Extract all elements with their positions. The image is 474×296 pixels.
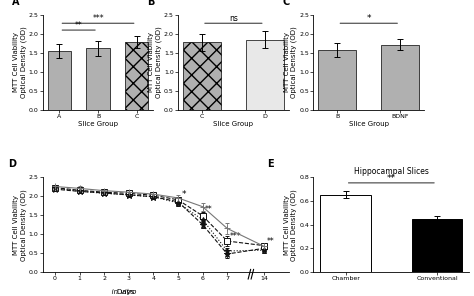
Bar xyxy=(125,42,148,110)
Bar xyxy=(48,51,71,110)
Text: in vitro: in vitro xyxy=(94,289,136,295)
Text: E: E xyxy=(266,160,273,169)
Bar xyxy=(246,40,284,110)
Text: A: A xyxy=(12,0,19,7)
Bar xyxy=(382,45,419,110)
Text: *: * xyxy=(366,14,371,23)
Y-axis label: MTT Cell Viability
Optical Density (OD): MTT Cell Viability Optical Density (OD) xyxy=(148,27,162,98)
Text: B: B xyxy=(147,0,155,7)
Text: D: D xyxy=(8,160,16,169)
Text: **: ** xyxy=(266,237,274,246)
X-axis label: Slice Group: Slice Group xyxy=(213,121,254,127)
Title: Hippocampal Slices: Hippocampal Slices xyxy=(354,167,429,176)
Text: C: C xyxy=(283,0,290,7)
Text: **: ** xyxy=(75,21,82,30)
Bar xyxy=(412,219,462,272)
Bar xyxy=(320,195,371,272)
Bar xyxy=(183,42,221,110)
Text: **: ** xyxy=(205,205,213,214)
Text: **: ** xyxy=(387,174,396,183)
Text: Days: Days xyxy=(117,289,136,295)
Text: ***: *** xyxy=(92,14,104,23)
Bar xyxy=(86,48,109,110)
Bar xyxy=(319,50,356,110)
Text: *: * xyxy=(182,190,186,199)
X-axis label: Slice Group: Slice Group xyxy=(349,121,389,127)
Text: ***: *** xyxy=(230,232,241,241)
Y-axis label: MTT Cell Viability
Optical Density (OD): MTT Cell Viability Optical Density (OD) xyxy=(13,189,27,260)
Text: ns: ns xyxy=(229,14,238,23)
Y-axis label: MTT Cell Viability
Optical Density (OD): MTT Cell Viability Optical Density (OD) xyxy=(284,189,297,260)
X-axis label: Slice Group: Slice Group xyxy=(78,121,118,127)
Y-axis label: MTT Cell Viability
Optical Density (OD): MTT Cell Viability Optical Density (OD) xyxy=(284,27,297,98)
Y-axis label: MTT Cell Viability
Optical Density (OD): MTT Cell Viability Optical Density (OD) xyxy=(13,27,27,98)
